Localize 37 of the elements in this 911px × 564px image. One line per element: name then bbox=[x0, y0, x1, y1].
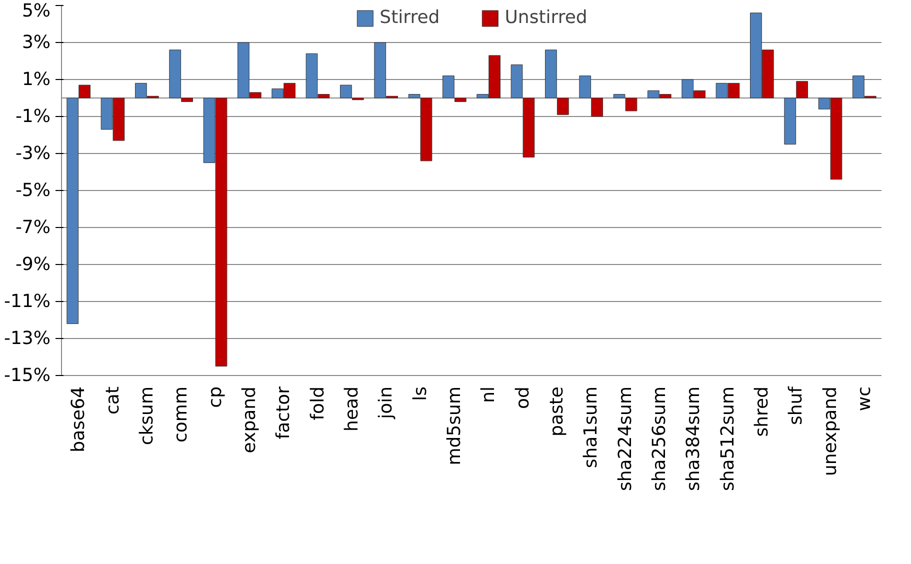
x-tick-label: sha512sum bbox=[717, 386, 738, 491]
x-tick-label: nl bbox=[478, 386, 500, 403]
y-tick-label: -3% bbox=[15, 143, 51, 164]
x-tick-label: sha256sum bbox=[648, 386, 670, 491]
x-tick-label: cp bbox=[204, 386, 226, 408]
x-tick-label: ls bbox=[410, 386, 431, 401]
x-tick-label: expand bbox=[238, 386, 260, 454]
y-tick-label: -7% bbox=[15, 217, 51, 238]
y-tick-label: -11% bbox=[4, 291, 51, 312]
x-tick-label: comm bbox=[170, 386, 192, 442]
x-tick-label: fold bbox=[307, 386, 328, 420]
x-tick-label: od bbox=[512, 386, 534, 409]
x-tick-label: join bbox=[376, 386, 397, 420]
x-tick-label: sha1sum bbox=[580, 386, 602, 468]
x-tick-label: sha224sum bbox=[614, 386, 636, 491]
y-tick-label: 3% bbox=[22, 32, 51, 53]
y-tick-label: -15% bbox=[4, 365, 51, 386]
x-tick-label: unexpand bbox=[820, 386, 841, 476]
x-tick-label: wc bbox=[854, 386, 875, 412]
x-tick-label: sha384sum bbox=[683, 386, 704, 491]
x-tick-label: md5sum bbox=[444, 386, 465, 466]
y-tick-label: -5% bbox=[15, 180, 51, 201]
y-tick-label: 1% bbox=[22, 69, 51, 90]
y-tick-label: 5% bbox=[22, 0, 51, 22]
x-tick-label: shred bbox=[751, 386, 772, 437]
y-tick-label: -9% bbox=[15, 254, 51, 275]
x-tick-label: cat bbox=[102, 386, 124, 414]
y-tick-label: -1% bbox=[15, 106, 51, 127]
legend-label: Stirred bbox=[380, 7, 440, 28]
x-tick-label: cksum bbox=[136, 386, 158, 446]
x-tick-label: shuf bbox=[786, 386, 807, 426]
x-tick-label: factor bbox=[273, 386, 294, 440]
x-tick-label: paste bbox=[546, 386, 568, 436]
x-tick-label: base64 bbox=[68, 386, 90, 452]
y-tick-label: -13% bbox=[4, 328, 51, 349]
x-tick-label: head bbox=[341, 386, 362, 432]
legend-label: Unstirred bbox=[504, 7, 588, 28]
